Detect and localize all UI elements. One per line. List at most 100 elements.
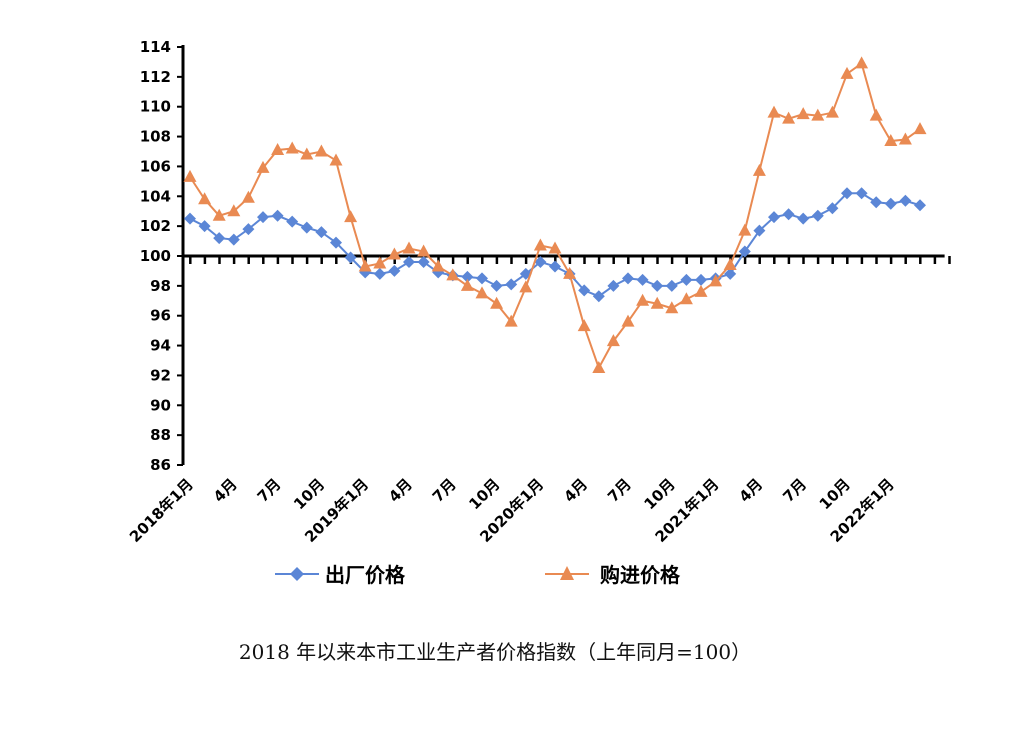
data-point-diamond	[797, 212, 810, 225]
data-point-triangle	[417, 244, 431, 257]
data-point-diamond	[198, 220, 211, 233]
data-point-diamond	[607, 279, 620, 292]
data-point-triangle	[884, 134, 898, 147]
data-point-diamond	[271, 209, 284, 222]
y-tick-label: 108	[140, 128, 171, 146]
data-point-triangle	[621, 314, 635, 327]
data-point-diamond	[636, 273, 649, 286]
legend-label-2: 购进价格	[600, 563, 681, 587]
data-point-triangle	[636, 293, 650, 306]
data-point-triangle	[577, 319, 591, 332]
x-tick-label: 7月	[779, 475, 810, 506]
data-point-triangle	[285, 141, 299, 154]
data-point-triangle	[227, 204, 241, 217]
series-line-2	[189, 61, 921, 371]
y-tick-label: 100	[140, 247, 171, 265]
data-point-diamond	[403, 255, 415, 268]
data-point-diamond	[665, 279, 678, 292]
data-point-diamond	[738, 245, 751, 258]
y-tick-label: 96	[150, 307, 171, 325]
data-point-triangle	[533, 238, 547, 251]
x-tick-label: 10月	[816, 475, 854, 513]
y-tick-label: 112	[140, 68, 171, 86]
data-point-diamond	[884, 197, 897, 210]
data-point-triangle	[446, 268, 460, 281]
data-point-diamond	[782, 208, 795, 221]
data-point-triangle	[913, 122, 927, 135]
y-axis: 86 88 90 92 94 96 98 100 102 104 106 108 110 112 114	[140, 38, 185, 474]
data-point-diamond	[724, 267, 737, 280]
y-tick-label: 88	[150, 426, 171, 444]
data-point-diamond	[578, 284, 591, 297]
data-point-triangle	[782, 111, 796, 124]
x-tick-label: 4月	[560, 475, 591, 506]
data-point-triangle	[460, 278, 474, 291]
data-point-triangle	[665, 301, 679, 314]
data-point-triangle	[709, 274, 723, 287]
y-tick-label: 114	[140, 38, 171, 56]
data-point-diamond	[549, 260, 561, 273]
data-point-triangle	[855, 56, 869, 69]
data-point-triangle	[358, 259, 372, 272]
data-point-triangle	[811, 108, 825, 121]
data-point-diamond	[300, 221, 313, 234]
data-point-triangle	[256, 160, 270, 173]
data-point-diamond	[227, 233, 240, 246]
data-point-triangle	[241, 190, 255, 203]
data-point-triangle	[694, 284, 708, 297]
data-point-diamond	[373, 267, 386, 280]
y-tick-label: 90	[150, 396, 171, 414]
data-point-triangle	[212, 208, 226, 221]
data-point-triangle	[840, 66, 854, 79]
legend: 出厂价格 购进价格	[275, 563, 681, 587]
data-point-triangle	[475, 286, 489, 299]
data-point-diamond	[490, 279, 503, 292]
y-tick-label: 104	[140, 187, 171, 205]
data-point-diamond	[330, 236, 342, 249]
data-point-diamond	[826, 202, 839, 215]
data-point-triangle	[563, 266, 577, 279]
data-point-diamond	[476, 272, 488, 285]
data-point-diamond	[505, 278, 518, 291]
data-point-diamond	[855, 187, 868, 200]
data-point-triangle	[431, 259, 445, 272]
data-point-triangle	[679, 292, 693, 305]
data-point-triangle	[650, 296, 664, 309]
x-tick-label: 7月	[254, 475, 285, 506]
data-point-diamond	[257, 211, 269, 224]
data-point-triangle	[402, 241, 416, 254]
data-point-diamond	[811, 209, 824, 222]
legend-label-1: 出厂价格	[325, 563, 406, 587]
data-point-triangle	[738, 223, 752, 236]
data-point-triangle	[373, 256, 387, 269]
data-point-triangle	[752, 163, 766, 176]
data-point-diamond	[242, 223, 255, 236]
data-point-diamond	[592, 290, 605, 303]
data-point-triangle	[314, 144, 328, 157]
data-point-triangle	[329, 153, 343, 166]
x-tick-label: 10月	[290, 475, 328, 513]
x-tick-label: 7月	[429, 475, 460, 506]
data-point-diamond	[315, 226, 328, 239]
x-tick-label: 10月	[641, 475, 679, 513]
data-point-diamond	[899, 194, 912, 207]
data-point-triangle	[519, 280, 533, 293]
data-point-triangle	[490, 296, 504, 309]
series-layer	[183, 56, 927, 373]
data-point-triangle	[198, 192, 212, 205]
x-tick-label: 4月	[385, 475, 416, 506]
data-point-diamond	[534, 255, 547, 268]
x-tick-label: 4月	[736, 475, 767, 506]
data-point-triangle	[504, 314, 518, 327]
data-point-triangle	[548, 241, 562, 254]
y-tick-label: 92	[150, 366, 171, 384]
data-point-triangle	[344, 210, 358, 223]
data-point-diamond	[680, 273, 693, 286]
data-point-diamond	[622, 272, 634, 285]
data-point-triangle	[767, 105, 781, 118]
data-point-diamond	[870, 196, 883, 209]
data-point-triangle	[869, 108, 883, 121]
data-point-diamond	[286, 215, 299, 228]
data-point-diamond	[753, 224, 766, 237]
